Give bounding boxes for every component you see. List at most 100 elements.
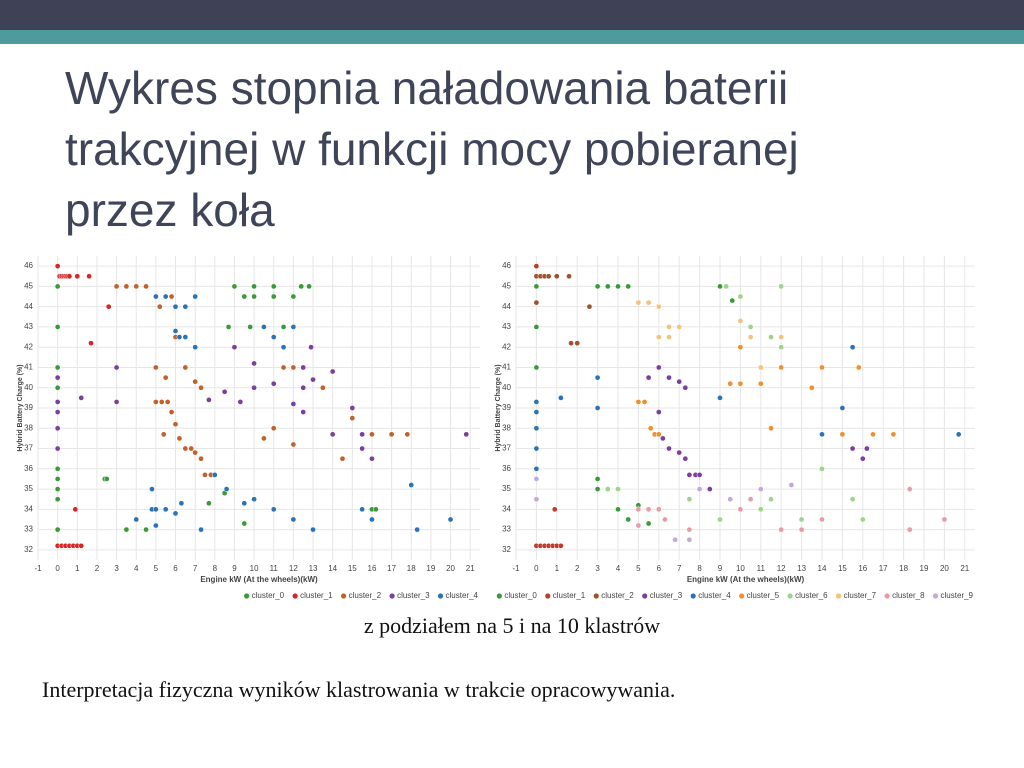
teal-stripe <box>0 30 1024 44</box>
y-tick-label: 38 <box>502 423 511 432</box>
white-line <box>610 54 950 57</box>
point <box>647 425 654 432</box>
point <box>241 500 248 507</box>
point <box>54 425 61 432</box>
y-tick-label: 35 <box>24 484 33 493</box>
point <box>819 364 825 371</box>
point <box>676 449 683 456</box>
legend-marker <box>340 593 347 599</box>
point <box>819 431 825 438</box>
point <box>251 293 257 300</box>
x-tick-label: 14 <box>818 564 827 573</box>
y-tick-label: 45 <box>24 282 33 291</box>
x-tick-label: 8 <box>697 564 702 573</box>
point <box>615 486 621 492</box>
point <box>594 405 601 411</box>
point <box>192 378 199 385</box>
point <box>133 516 140 523</box>
point <box>660 435 666 442</box>
point <box>737 318 744 324</box>
legend-label: cluster_4 <box>698 591 731 600</box>
point <box>615 506 621 513</box>
x-tick-label: 18 <box>407 564 416 573</box>
x-tick-label: 4 <box>616 564 621 573</box>
y-tick-label: 33 <box>24 525 33 534</box>
point <box>162 293 169 300</box>
point <box>156 303 163 310</box>
point <box>153 522 159 529</box>
y-tick-label: 37 <box>24 444 33 453</box>
point <box>86 273 92 280</box>
legend-marker <box>437 593 444 599</box>
point <box>251 283 257 290</box>
point <box>414 526 420 533</box>
point <box>757 364 764 371</box>
point <box>270 334 277 340</box>
legend-label: cluster_0 <box>252 591 285 600</box>
legend-label: cluster_2 <box>349 591 382 600</box>
point <box>223 486 230 492</box>
point <box>808 384 815 391</box>
legend-label: cluster_3 <box>397 591 430 600</box>
point <box>594 374 601 381</box>
point <box>123 283 130 290</box>
point <box>686 526 693 533</box>
point <box>290 364 297 371</box>
point <box>143 526 149 533</box>
y-tick-label: 44 <box>502 302 511 311</box>
point <box>558 542 564 549</box>
point <box>251 496 257 503</box>
point <box>373 506 379 513</box>
point <box>176 334 183 340</box>
point <box>261 324 267 330</box>
point <box>545 273 552 280</box>
point <box>359 431 365 438</box>
point <box>635 299 642 306</box>
point <box>641 399 648 405</box>
point <box>251 384 257 391</box>
point <box>737 344 744 351</box>
point <box>160 431 167 438</box>
legend-item: cluster_3 <box>389 591 430 600</box>
x-tick-label: 11 <box>757 564 766 573</box>
point <box>153 293 159 300</box>
point <box>290 401 297 407</box>
point <box>655 334 662 340</box>
point <box>839 405 846 411</box>
point <box>941 516 948 523</box>
point <box>149 486 155 492</box>
point <box>635 522 642 529</box>
top-bar <box>0 0 1024 30</box>
point <box>270 425 277 432</box>
x-tick-label: 15 <box>348 564 357 573</box>
point <box>757 486 764 492</box>
point <box>78 542 85 549</box>
point <box>310 376 316 383</box>
x-tick-label: 9 <box>232 564 237 573</box>
y-tick-label: 33 <box>502 525 511 534</box>
point <box>54 496 61 503</box>
point <box>158 399 165 405</box>
point <box>645 299 652 306</box>
x-tick-label: 5 <box>154 564 159 573</box>
legend-label: cluster_8 <box>892 591 925 600</box>
x-tick-label: 12 <box>777 564 786 573</box>
point <box>463 431 470 438</box>
point <box>778 344 785 351</box>
point <box>329 368 336 375</box>
point <box>662 516 668 523</box>
point <box>113 283 120 290</box>
x-tick-label: 16 <box>368 564 377 573</box>
x-tick-label: 10 <box>250 564 259 573</box>
point <box>54 374 61 381</box>
point <box>798 526 805 533</box>
point <box>533 364 540 371</box>
point <box>768 425 774 432</box>
x-tick-label: 0 <box>534 564 539 573</box>
white-line <box>0 44 610 47</box>
point <box>349 415 356 421</box>
point <box>849 496 856 503</box>
point <box>768 334 774 340</box>
x-tick-label: 15 <box>838 564 847 573</box>
